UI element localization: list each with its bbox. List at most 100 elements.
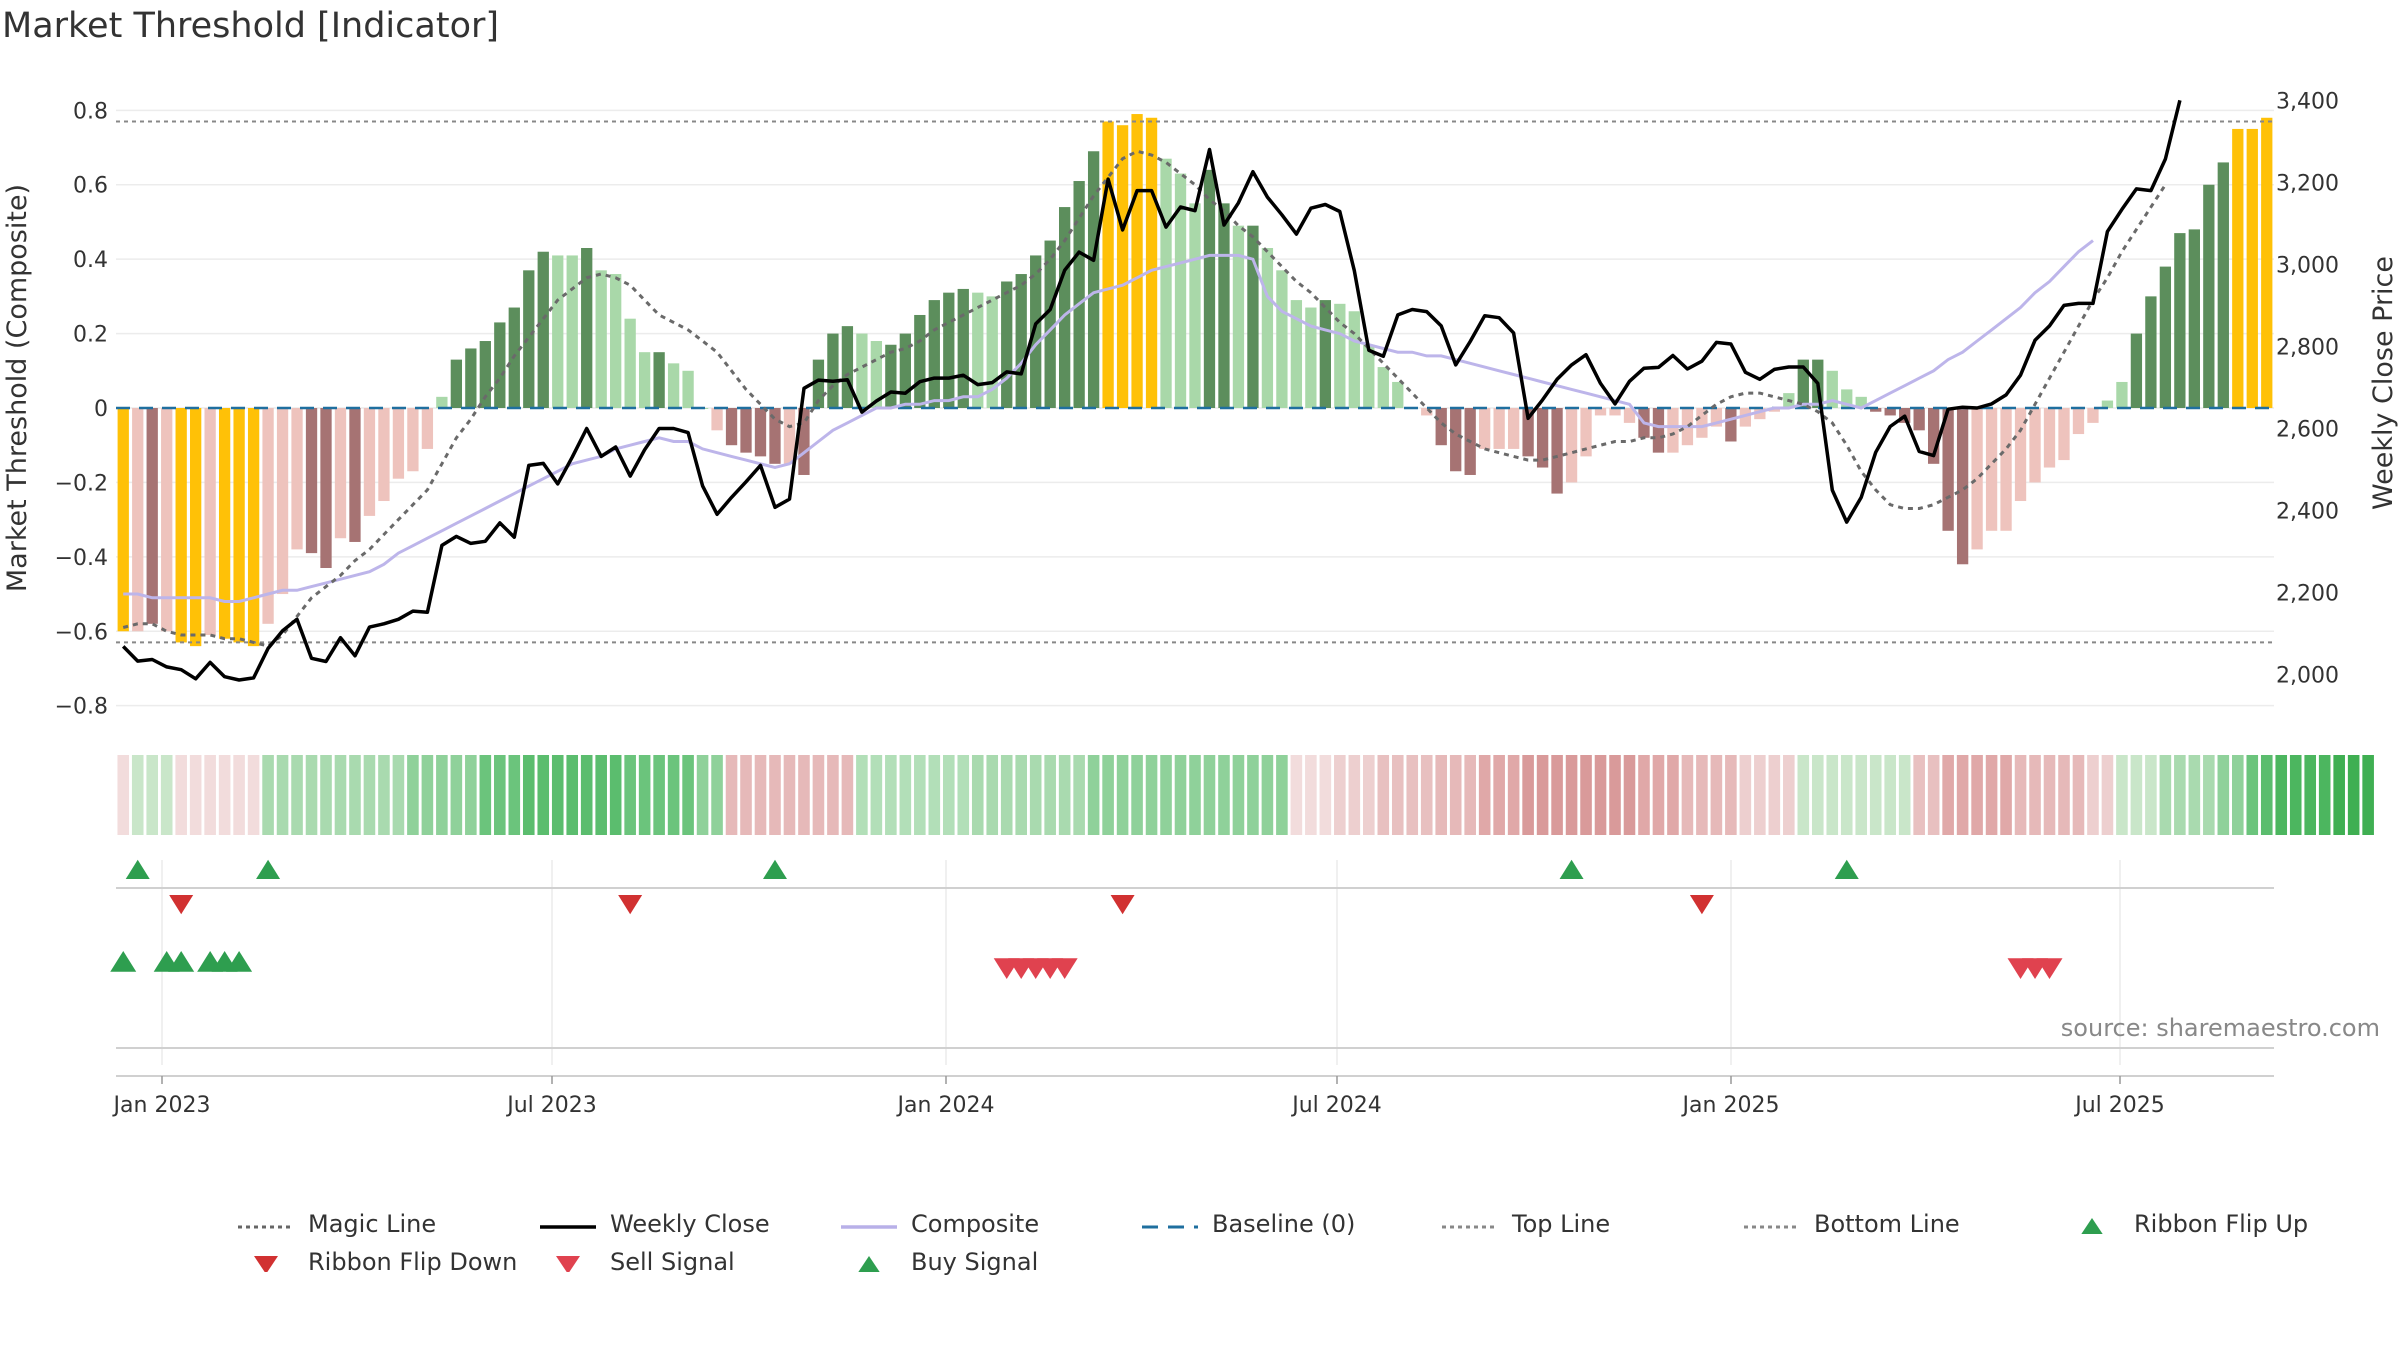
- composite-bar: [812, 359, 825, 408]
- ribbon-cell: [1942, 755, 1954, 835]
- ribbon-cell: [537, 755, 550, 835]
- composite-bar: [2043, 408, 2056, 468]
- ribbon-cell: [1609, 755, 1621, 835]
- composite-bar: [1565, 408, 1578, 483]
- composite-bar: [334, 408, 347, 539]
- composite-bar: [1261, 248, 1274, 408]
- left-tick-label: 0.4: [73, 248, 108, 273]
- legend-label: Bottom Line: [1814, 1210, 1960, 1238]
- ribbon-cell: [1797, 755, 1810, 835]
- composite-bar: [1247, 225, 1259, 408]
- composite-bar: [827, 333, 839, 408]
- ribbon-cell: [551, 755, 564, 835]
- ribbon-cell: [870, 755, 883, 835]
- ribbon-cell: [2087, 755, 2099, 835]
- ribbon-cell: [2188, 755, 2201, 835]
- composite-bar: [436, 396, 448, 408]
- ribbon-cell: [841, 755, 854, 835]
- ribbon-cell: [465, 755, 477, 835]
- composite-bar: [1203, 169, 1216, 408]
- composite-bar: [392, 408, 405, 479]
- ribbon-cell: [1826, 755, 1839, 835]
- ribbon-cell: [334, 755, 347, 835]
- composite-bar: [291, 408, 303, 550]
- ribbon-cell: [392, 755, 405, 835]
- composite-bar: [638, 352, 651, 408]
- composite-bar: [204, 408, 216, 635]
- composite-bar: [1855, 396, 1867, 408]
- right-tick-label: 2,000: [2276, 664, 2339, 689]
- ribbon-cell: [1000, 755, 1013, 835]
- ribbon-cell: [363, 755, 376, 835]
- composite-bar: [1942, 408, 1954, 531]
- x-tick-label: Jan 2024: [896, 1093, 995, 1118]
- ribbon-cell: [2203, 755, 2215, 835]
- x-tick-label: Jul 2023: [505, 1093, 597, 1118]
- composite-bar: [1116, 125, 1129, 409]
- composite-bar: [1102, 121, 1114, 408]
- composite-bar: [1348, 311, 1360, 408]
- composite-bar: [305, 408, 318, 554]
- ribbon-cell: [2318, 755, 2331, 835]
- composite-bar: [1232, 225, 1245, 408]
- ribbon-cell: [1811, 755, 1824, 835]
- ribbon-cell: [2289, 755, 2302, 835]
- left-tick-label: 0.2: [73, 323, 108, 348]
- composite-bar: [1652, 408, 1665, 453]
- composite-bar: [1044, 240, 1056, 408]
- ribbon-cell: [1710, 755, 1723, 835]
- ribbon-cell: [1681, 755, 1694, 835]
- ribbon-cell: [2101, 755, 2114, 835]
- magic-line: [122, 149, 2167, 648]
- ribbon-cell: [856, 755, 868, 835]
- right-tick-label: 3,200: [2276, 171, 2339, 196]
- ribbon-cell: [1348, 755, 1361, 835]
- solid-line-icon: [841, 1225, 897, 1229]
- composite-bar: [769, 408, 781, 464]
- composite-bar: [190, 408, 202, 647]
- legend-item: Sell Signal: [538, 1248, 735, 1276]
- composite-bar: [1710, 408, 1723, 427]
- composite-bar: [479, 341, 491, 408]
- legend-item: Baseline (0): [1140, 1210, 1355, 1238]
- ribbon-cell: [1898, 755, 1911, 835]
- ribbon-cell: [421, 755, 434, 835]
- ribbon-cell: [1869, 755, 1882, 835]
- ribbon-cell: [2116, 755, 2128, 835]
- composite-bar: [2116, 381, 2128, 408]
- ribbon-cell: [1145, 755, 1158, 835]
- composite-bar: [1435, 408, 1447, 446]
- ribbon-cell: [682, 755, 694, 835]
- ribbon-cell: [1420, 755, 1433, 835]
- ribbon-cell: [971, 755, 984, 835]
- triangle-up-icon: [858, 1256, 880, 1272]
- ribbon-cell: [1783, 755, 1795, 835]
- ribbon-flip-down-marker: [169, 895, 194, 915]
- composite-bar: [1001, 281, 1013, 408]
- ribbon-cell: [2130, 755, 2143, 835]
- ribbon-cell: [1551, 755, 1563, 835]
- composite-bar: [1030, 255, 1042, 408]
- x-tick-label: Jan 2023: [112, 1093, 211, 1118]
- ribbon-cell: [1522, 755, 1534, 835]
- ribbon-cell: [1334, 755, 1346, 835]
- ribbon-cell: [1058, 755, 1071, 835]
- composite-bar: [161, 408, 173, 632]
- ribbon-flip-up-marker: [762, 859, 787, 879]
- composite-bar: [943, 292, 955, 408]
- ribbon-cell: [754, 755, 767, 835]
- ribbon-cell: [1131, 755, 1143, 835]
- composite-line: [123, 239, 2094, 603]
- ribbon-cell: [407, 755, 419, 835]
- sell-signal-marker: [2036, 958, 2063, 980]
- ribbon-cell: [1754, 755, 1766, 835]
- composite-bar: [1739, 408, 1752, 427]
- ribbon-cell: [204, 755, 216, 835]
- ribbon-cell: [2058, 755, 2070, 835]
- composite-bar: [1884, 408, 1896, 416]
- composite-bar: [1087, 151, 1100, 409]
- composite-bar: [117, 408, 129, 632]
- source-note: source: sharemaestro.com: [2060, 1014, 2380, 1042]
- ribbon-cell: [479, 755, 492, 835]
- composite-bar: [1145, 117, 1158, 408]
